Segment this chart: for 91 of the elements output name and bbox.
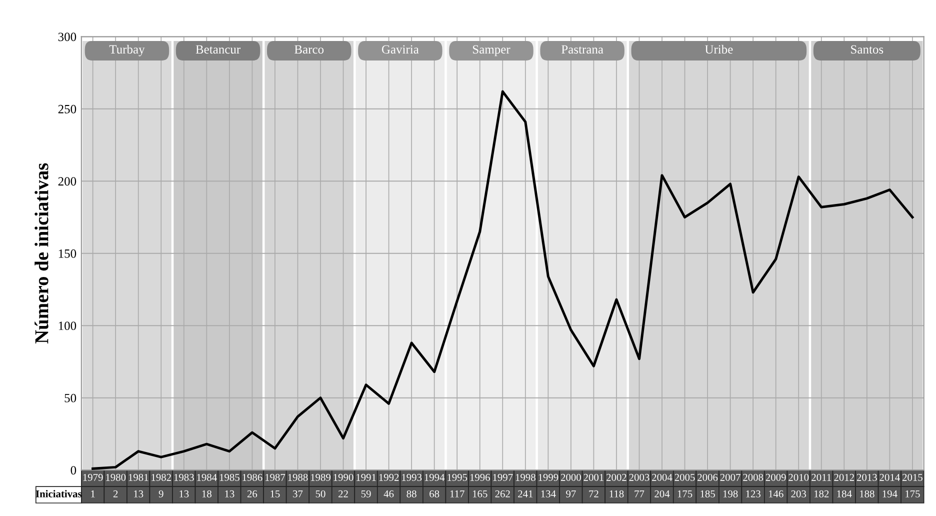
band-label: Samper <box>472 45 510 56</box>
x-tick-label: 1992 <box>379 474 399 481</box>
x-tick-label: 2013 <box>856 474 877 481</box>
y-tick-label: 250 <box>58 104 76 114</box>
data-label: 59 <box>361 490 371 498</box>
data-label: 88 <box>406 490 416 498</box>
line-series <box>92 90 914 470</box>
x-tick-label: 1993 <box>402 474 422 481</box>
x-tick-label: 1979 <box>83 474 103 481</box>
data-label: 204 <box>654 490 670 498</box>
y-tick-label: 0 <box>70 466 76 475</box>
x-tick-label: 2007 <box>720 474 740 481</box>
data-label: 77 <box>634 490 644 498</box>
data-label: 22 <box>338 490 348 498</box>
x-tick-label: 1998 <box>516 474 536 481</box>
y-tick-label: 100 <box>58 322 76 330</box>
x-tick-label: 1985 <box>220 474 240 481</box>
x-tick-label: 2005 <box>674 474 695 481</box>
y-tick-label: 50 <box>64 394 76 402</box>
x-tick-label: 2012 <box>834 474 854 481</box>
data-label: 123 <box>746 490 760 498</box>
x-tick-label: 2000 <box>560 474 581 481</box>
data-label: 241 <box>518 490 533 498</box>
data-label: 185 <box>700 490 715 498</box>
x-tick-label: 1987 <box>265 474 286 481</box>
band-label: Santos <box>851 45 884 54</box>
x-tick-label: 1994 <box>424 474 445 481</box>
band-label: Uribe <box>704 44 733 54</box>
x-tick-label: 1999 <box>538 474 558 481</box>
x-tick-label: 1980 <box>106 474 126 481</box>
data-label: 134 <box>541 490 556 498</box>
x-tick-label: 1988 <box>288 474 308 481</box>
data-label: 198 <box>723 490 738 498</box>
data-label: 165 <box>472 490 488 498</box>
data-label: 2 <box>113 490 118 498</box>
band-label: Turbay <box>109 44 145 56</box>
x-tick-label: 1982 <box>152 474 171 481</box>
x-tick-label: 2011 <box>812 474 831 481</box>
data-label: 203 <box>791 490 806 498</box>
data-label: 18 <box>202 490 212 498</box>
data-label: 13 <box>134 490 144 498</box>
data-label: 9 <box>158 490 164 498</box>
data-label: 117 <box>450 490 464 498</box>
x-tick-label: 2002 <box>606 474 626 481</box>
x-tick-label: 1996 <box>470 474 490 481</box>
x-tick-label: 2014 <box>880 474 900 481</box>
data-label: 1 <box>91 490 95 498</box>
x-tick-label: 2001 <box>584 474 604 481</box>
data-label: 118 <box>610 490 624 498</box>
band-label: Gaviria <box>382 45 419 54</box>
x-tick-label: 1984 <box>197 474 217 481</box>
data-label: 175 <box>678 490 692 498</box>
data-label: 182 <box>814 490 829 498</box>
y-tick-label: 300 <box>58 32 76 42</box>
data-label: 26 <box>247 490 258 498</box>
x-tick-label: 2004 <box>652 474 672 481</box>
data-label: 188 <box>860 490 874 498</box>
x-tick-label: 1997 <box>493 474 513 481</box>
x-tick-label: 1991 <box>356 474 376 481</box>
data-label: 50 <box>316 490 326 498</box>
x-tick-label: 2009 <box>766 474 786 481</box>
x-tick-label: 1983 <box>174 474 194 481</box>
data-label: 13 <box>180 490 189 498</box>
x-tick-label: 1981 <box>128 474 148 481</box>
data-label: 13 <box>225 490 234 498</box>
data-label: 68 <box>430 490 440 498</box>
data-label: 175 <box>906 490 920 498</box>
band-label: Pastrana <box>562 45 604 54</box>
x-tick-label: 1990 <box>334 474 354 481</box>
x-tick-label: 2003 <box>629 474 650 481</box>
data-label: 262 <box>495 490 510 498</box>
x-tick-label: 2006 <box>698 474 718 481</box>
data-label: 194 <box>882 490 898 498</box>
data-label: 146 <box>768 490 784 498</box>
data-label: 72 <box>589 490 598 498</box>
data-label: 46 <box>384 490 394 498</box>
y-tick-label: 200 <box>58 177 76 186</box>
data-label: 97 <box>566 490 576 498</box>
band-label: Barco <box>294 45 324 54</box>
x-tick-label: 2010 <box>788 474 809 481</box>
x-tick-label: 2015 <box>902 474 922 481</box>
y-axis-title: Número de iniciativas <box>34 163 48 344</box>
x-tick-label: 1995 <box>448 474 468 481</box>
x-tick-label: 1989 <box>310 474 330 481</box>
data-label: 15 <box>270 490 280 498</box>
x-tick-label: 2008 <box>743 474 764 481</box>
data-label: 184 <box>837 490 852 498</box>
x-tick-label: 1986 <box>242 474 262 481</box>
band-label: Betancur <box>196 45 240 54</box>
data-label: 37 <box>293 490 303 498</box>
y-tick-label: 150 <box>58 249 76 258</box>
